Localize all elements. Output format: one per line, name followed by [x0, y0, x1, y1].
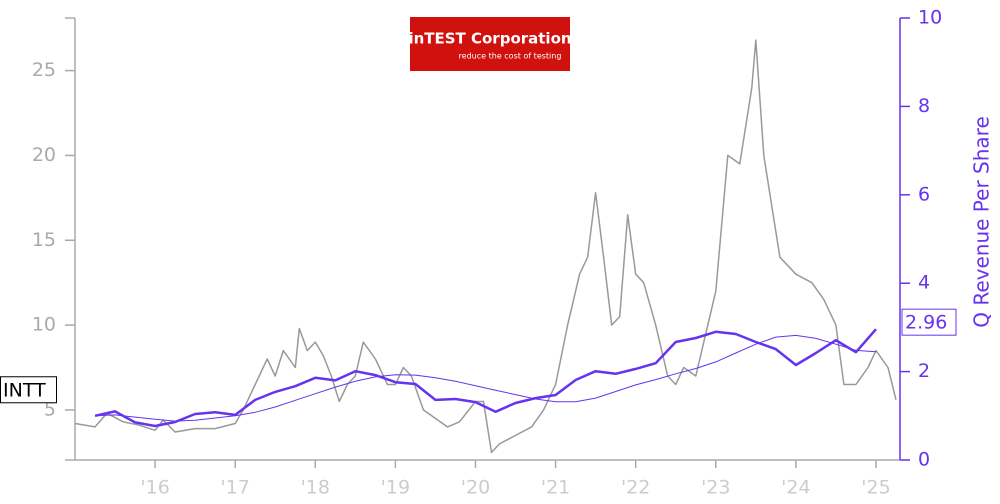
y2-tick-label: 8 [918, 95, 930, 117]
x-tick-label: '16 [140, 477, 169, 499]
y2-tick-label: 4 [918, 272, 930, 294]
x-tick-label: '23 [701, 477, 730, 499]
last-value-label: 2.96 [905, 312, 947, 334]
series-line [94, 334, 877, 422]
y-tick-label: 10 [32, 314, 56, 336]
logo-tagline: reduce the cost of testing [459, 52, 562, 61]
x-tick-label: '25 [861, 477, 890, 499]
x-tick-label: '22 [621, 477, 650, 499]
logo-title: inTEST Corporation [408, 30, 571, 48]
ticker-label: INTT [3, 379, 46, 401]
logo-box [410, 17, 570, 71]
x-tick-label: '19 [381, 477, 410, 499]
y-tick-label: 15 [32, 229, 56, 251]
series-line [94, 328, 877, 428]
x-tick-label: '20 [461, 477, 490, 499]
x-tick-label: '17 [220, 477, 249, 499]
x-tick-label: '24 [781, 477, 810, 499]
y-tick-label: 5 [44, 398, 56, 420]
y2-tick-label: 0 [918, 449, 930, 471]
y2-axis-label: Q Revenue Per Share [970, 116, 994, 328]
x-tick-label: '21 [541, 477, 570, 499]
y2-tick-label: 10 [918, 7, 942, 29]
y2-tick-label: 6 [918, 183, 930, 205]
x-tick-label: '18 [301, 477, 330, 499]
y-tick-label: 25 [32, 59, 56, 81]
y-tick-label: 20 [32, 144, 56, 166]
series-line [74, 39, 897, 454]
ticker-box [0, 376, 57, 404]
value-box [901, 308, 957, 336]
y2-tick-label: 2 [918, 360, 930, 382]
